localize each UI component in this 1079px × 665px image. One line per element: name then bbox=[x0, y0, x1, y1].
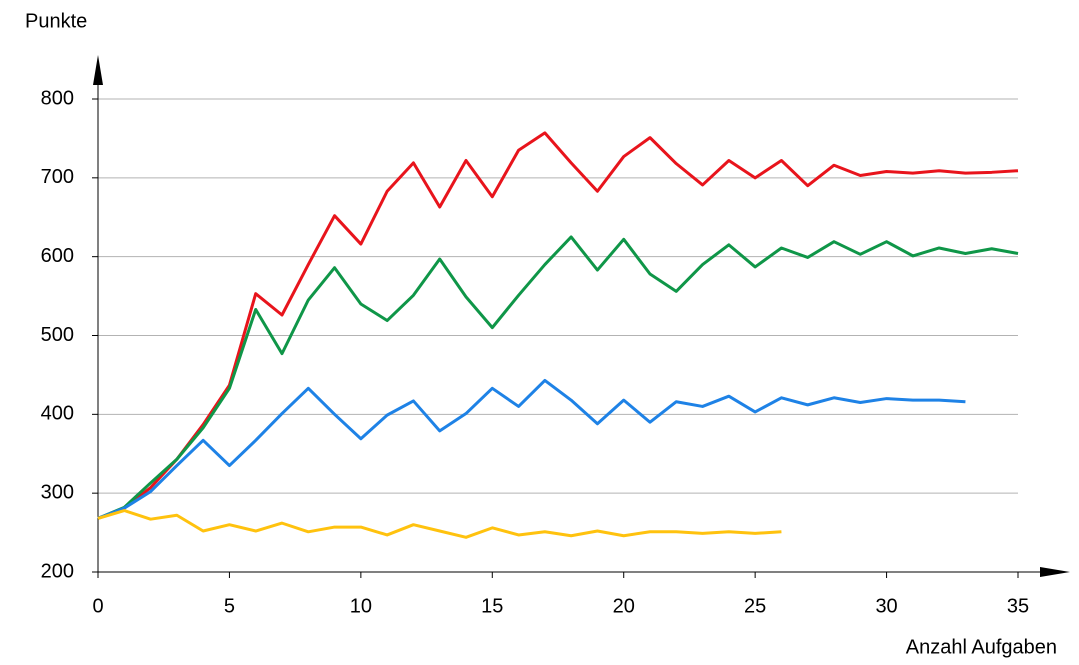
x-tick-label: 0 bbox=[92, 595, 103, 617]
data-line bbox=[97, 509, 782, 539]
x-tick-label: 20 bbox=[613, 595, 635, 617]
x-tick-label: 5 bbox=[224, 595, 235, 617]
y-axis-arrow bbox=[93, 55, 103, 85]
x-axis-arrow bbox=[1040, 567, 1070, 577]
y-tick-label: 500 bbox=[41, 324, 74, 346]
y-tick-label: 200 bbox=[41, 560, 74, 582]
y-tick-label: 600 bbox=[41, 245, 74, 267]
data-line bbox=[97, 378, 966, 520]
y-axis-label: Punkte bbox=[25, 10, 87, 32]
x-tick-label: 15 bbox=[481, 595, 503, 617]
x-tick-label: 25 bbox=[744, 595, 766, 617]
x-axis-label: Anzahl Aufgaben bbox=[906, 636, 1057, 658]
x-tick-label: 35 bbox=[1007, 595, 1029, 617]
y-tick-label: 700 bbox=[41, 166, 74, 188]
y-tick-label: 800 bbox=[41, 87, 74, 109]
data-line bbox=[97, 235, 1019, 520]
data-line bbox=[97, 131, 1019, 520]
y-tick-label: 400 bbox=[41, 403, 74, 425]
x-tick-label: 30 bbox=[875, 595, 897, 617]
y-tick-label: 300 bbox=[41, 481, 74, 503]
x-tick-label: 10 bbox=[350, 595, 372, 617]
